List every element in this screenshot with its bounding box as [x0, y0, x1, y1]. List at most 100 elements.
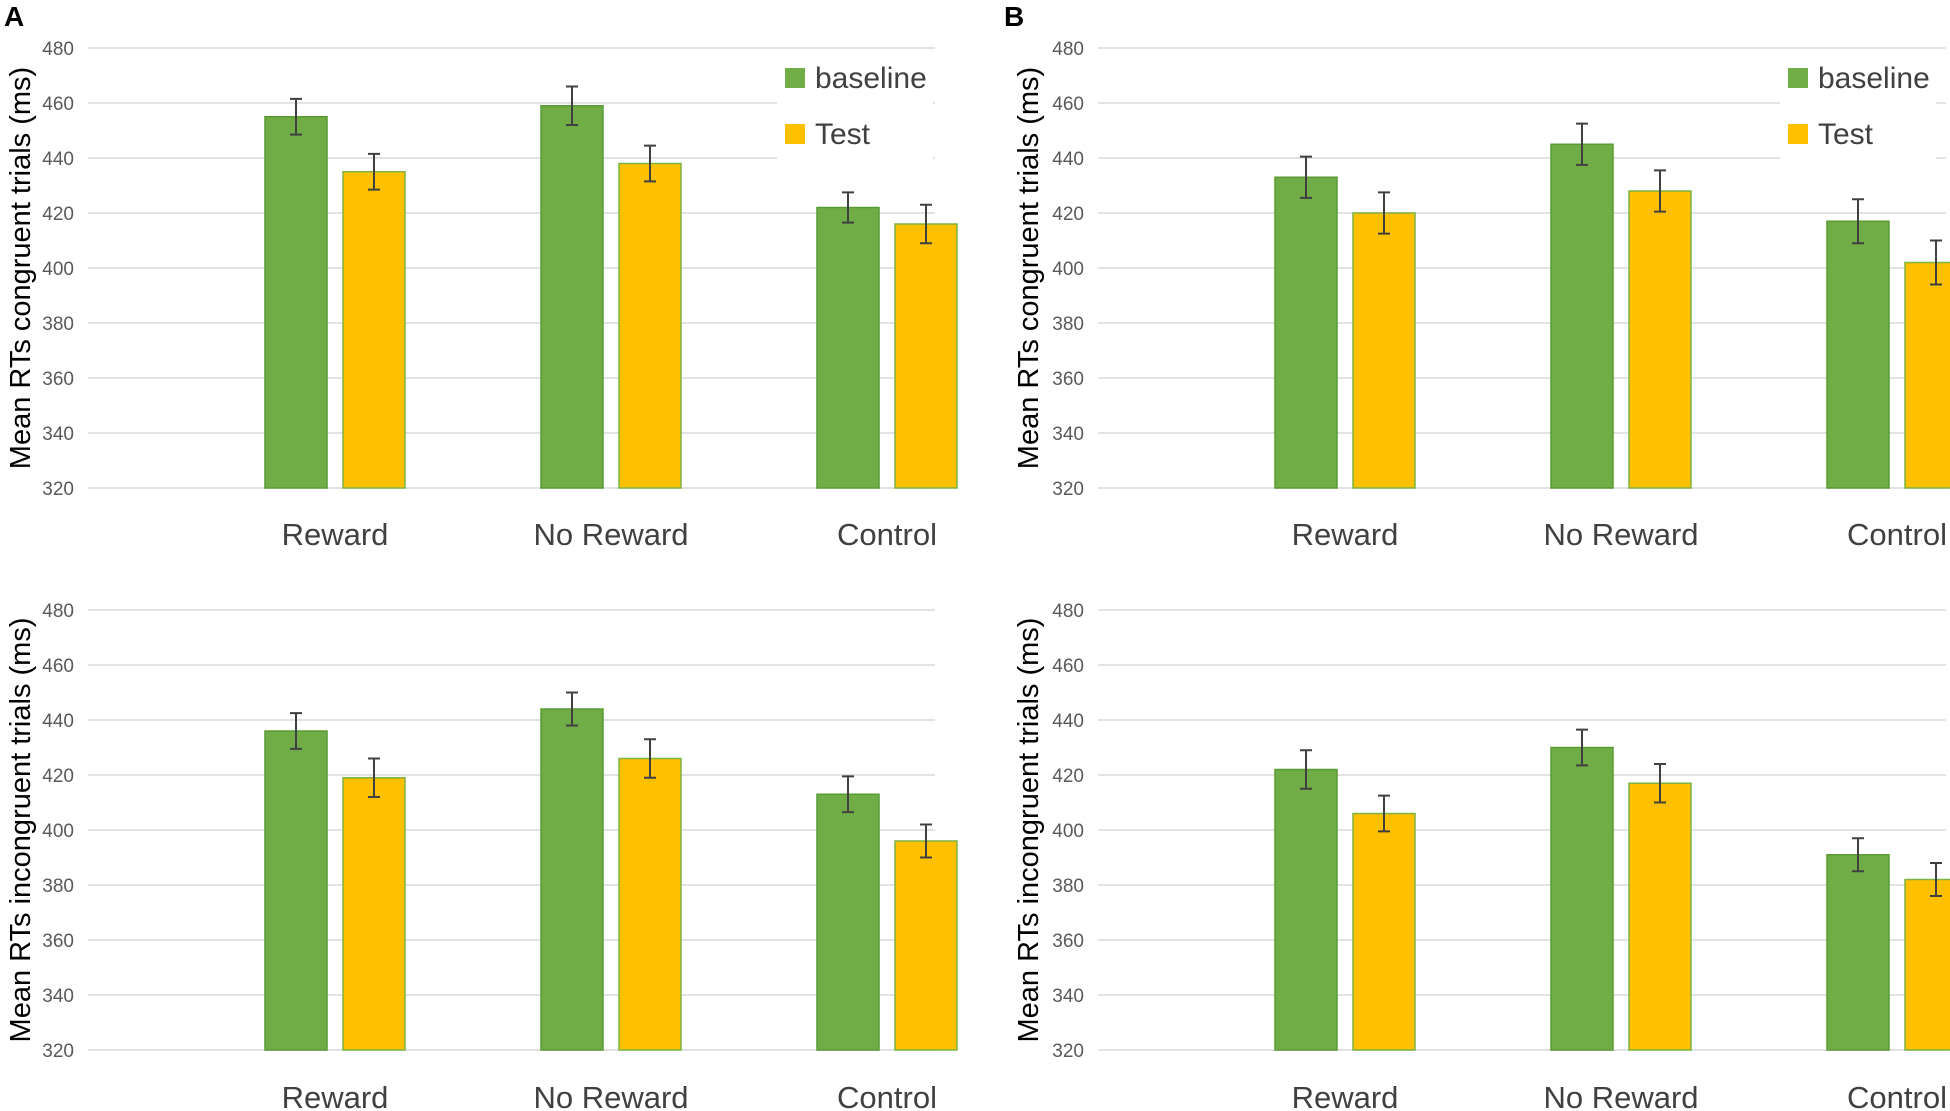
bar-test-reward: [342, 171, 406, 489]
error-bar: [920, 823, 932, 859]
legend: baseline Test: [1780, 62, 1936, 170]
error-bar: [1378, 191, 1390, 235]
y-tick-label: 440: [1052, 149, 1084, 170]
panel-letter-a: A: [4, 1, 24, 32]
error-bar: [1852, 198, 1864, 245]
error-bar: [368, 757, 380, 798]
legend: baseline Test: [777, 62, 933, 170]
error-bar: [1930, 239, 1942, 286]
bar-baseline-no-reward: [1550, 746, 1614, 1051]
error-bar: [1654, 169, 1666, 213]
bar-test-reward: [1352, 212, 1416, 489]
error-bar: [1300, 155, 1312, 199]
error-bar: [1300, 749, 1312, 790]
error-bar: [566, 85, 578, 126]
x-category-label: Control: [1847, 517, 1947, 552]
y-tick-label: 480: [1052, 601, 1084, 622]
error-bar: [1930, 862, 1942, 897]
bar-baseline-control: [816, 793, 880, 1051]
error-bar: [1378, 794, 1390, 833]
y-tick-label: 480: [42, 39, 74, 60]
y-tick-label: 340: [1052, 424, 1084, 445]
error-bar: [368, 152, 380, 191]
y-tick-label: 400: [1052, 821, 1084, 842]
y-tick-label: 340: [42, 986, 74, 1007]
error-bar: [644, 144, 656, 183]
y-tick-label: 400: [42, 259, 74, 280]
y-tick-label: 360: [1052, 931, 1084, 952]
x-category-label: Reward: [282, 517, 389, 552]
bar-test-reward: [1352, 812, 1416, 1051]
y-tick-label: 380: [1052, 314, 1084, 335]
y-tick-label: 460: [42, 656, 74, 677]
legend-swatch-test: [1788, 124, 1808, 144]
x-category-label: Control: [1847, 1080, 1947, 1111]
x-category-label: No Reward: [533, 517, 688, 552]
y-tick-label: 360: [42, 931, 74, 952]
error-bar: [1654, 763, 1666, 804]
x-category-label: No Reward: [1543, 517, 1698, 552]
bar-test-control: [1904, 261, 1950, 489]
legend-swatch-baseline: [785, 68, 805, 88]
bar-baseline-control: [816, 206, 880, 489]
bar-baseline-reward: [1274, 768, 1338, 1051]
y-tick-label: 400: [42, 821, 74, 842]
y-tick-label: 460: [1052, 656, 1084, 677]
panel-letter-b: B: [1004, 1, 1024, 32]
bar-baseline-control: [1826, 220, 1890, 489]
y-tick-label: 440: [42, 711, 74, 732]
x-category-label: Reward: [1292, 1080, 1399, 1111]
legend-swatch-test: [785, 124, 805, 144]
y-tick-label: 400: [1052, 259, 1084, 280]
error-bar: [644, 738, 656, 779]
y-tick-label: 320: [1052, 1041, 1084, 1062]
error-bar: [920, 203, 932, 245]
error-bar: [290, 712, 302, 750]
error-bar: [1852, 837, 1864, 873]
y-tick-label: 460: [1052, 94, 1084, 115]
bar-test-control: [1904, 878, 1950, 1051]
error-bar: [842, 191, 854, 224]
y-tick-label: 380: [42, 876, 74, 897]
legend-swatch-baseline: [1788, 68, 1808, 88]
x-category-label: Reward: [1292, 517, 1399, 552]
y-tick-label: 360: [1052, 369, 1084, 390]
legend-label-baseline: baseline: [1818, 62, 1930, 95]
x-category-label: No Reward: [1543, 1080, 1698, 1111]
y-tick-label: 320: [1052, 479, 1084, 500]
y-tick-label: 480: [1052, 39, 1084, 60]
bar-baseline-reward: [264, 116, 328, 489]
y-tick-label: 440: [42, 149, 74, 170]
error-bar: [1576, 728, 1588, 767]
y-axis-title: Mean RTs incongruent trials (ms): [5, 618, 37, 1043]
bar-baseline-no-reward: [1550, 143, 1614, 489]
legend-label-baseline: baseline: [815, 62, 927, 95]
bar-test-control: [894, 223, 958, 489]
y-tick-label: 420: [1052, 766, 1084, 787]
bar-test-control: [894, 840, 958, 1051]
y-tick-label: 320: [42, 479, 74, 500]
bar-test-no-reward: [618, 162, 682, 489]
y-tick-label: 420: [42, 204, 74, 225]
bar-baseline-reward: [1274, 176, 1338, 489]
y-tick-label: 420: [42, 766, 74, 787]
x-category-label: Reward: [282, 1080, 389, 1111]
y-tick-label: 460: [42, 94, 74, 115]
y-tick-label: 480: [42, 601, 74, 622]
y-tick-label: 340: [42, 424, 74, 445]
error-bar: [290, 97, 302, 136]
y-tick-label: 380: [1052, 876, 1084, 897]
x-category-label: Control: [837, 1080, 937, 1111]
legend-label-test: Test: [815, 118, 871, 151]
legend-label-test: Test: [1818, 118, 1874, 151]
y-tick-label: 420: [1052, 204, 1084, 225]
bar-test-no-reward: [1628, 190, 1692, 489]
y-axis-title: Mean RTs congruent trials (ms): [1013, 67, 1045, 469]
error-bar: [566, 691, 578, 727]
bar-test-reward: [342, 777, 406, 1051]
bar-baseline-no-reward: [540, 708, 604, 1051]
y-axis-title: Mean RTs congruent trials (ms): [5, 67, 37, 469]
